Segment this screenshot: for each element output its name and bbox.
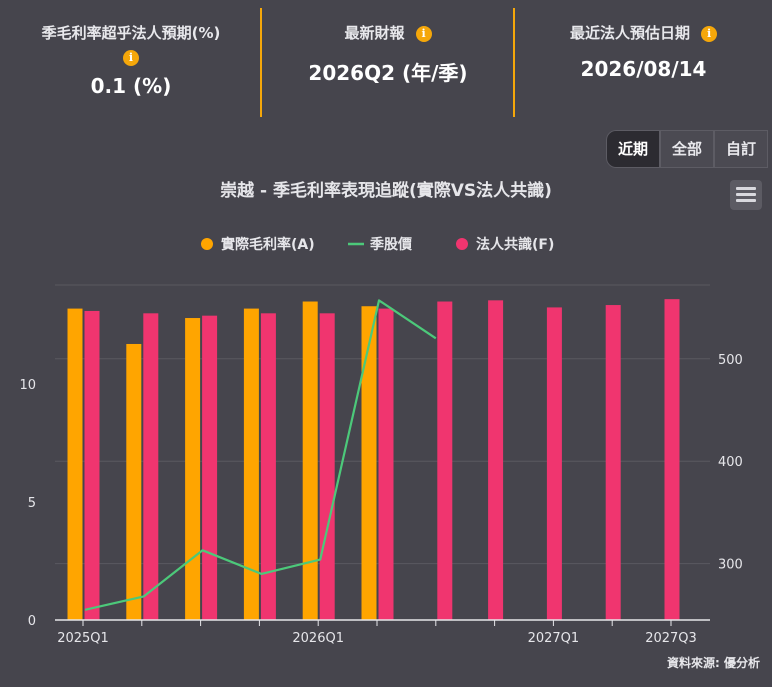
hamburger-icon-bar: [736, 193, 756, 196]
x-tick-label: 2026Q1: [292, 631, 344, 646]
legend-label: 季股價: [369, 236, 413, 253]
hamburger-icon-bar: [736, 199, 756, 202]
stat-estimate-date: 最近法人預估日期 i 2026/08/14: [515, 0, 772, 118]
line-quarterly-price: [84, 299, 437, 611]
stat-gross-margin-surprise-label: 季毛利率超乎法人預期(%): [41, 24, 221, 42]
info-icon[interactable]: i: [701, 26, 718, 42]
bar-forecast-gross-margin: [488, 300, 504, 620]
bar-actual-gross-margin: [126, 343, 142, 620]
stat-latest-report-value: 2026Q2 (年/季): [308, 61, 468, 85]
legend-label: 實際毛利率(A): [221, 236, 315, 253]
bar-actual-gross-margin: [361, 306, 377, 620]
info-icon[interactable]: i: [123, 50, 139, 66]
bar-forecast-gross-margin: [84, 310, 100, 620]
y-right-tick-label: 400: [718, 455, 743, 470]
stat-gross-margin-surprise: 季毛利率超乎法人預期(%) i 0.1 (%): [0, 0, 262, 118]
stat-latest-report: 最新財報 i 2026Q2 (年/季): [262, 0, 514, 118]
stat-divider: [513, 8, 515, 117]
info-icon[interactable]: i: [415, 26, 432, 42]
y-right-tick-label: 300: [718, 558, 743, 573]
stat-divider: [260, 8, 262, 117]
bar-forecast-gross-margin: [437, 301, 453, 620]
x-tick-label: 2027Q1: [528, 631, 580, 646]
bar-actual-gross-margin: [67, 308, 83, 620]
legend-label: 法人共識(F): [476, 236, 554, 253]
bar-forecast-gross-margin: [664, 299, 680, 620]
bar-forecast-gross-margin: [202, 315, 218, 620]
x-tick-label: 2025Q1: [57, 631, 109, 646]
y-right-tick-label: 500: [718, 353, 743, 368]
stat-latest-report-label: 最新財報: [344, 24, 405, 42]
bar-forecast-gross-margin: [319, 313, 335, 620]
bar-forecast-gross-margin: [378, 308, 394, 620]
chart-menu-button[interactable]: [730, 180, 762, 210]
legend-marker: [456, 238, 468, 250]
stats-panel: 季毛利率超乎法人預期(%) i 0.1 (%) 最新財報 i 2026Q2 (年…: [0, 0, 772, 118]
range-button-recent[interactable]: 近期: [606, 130, 660, 168]
bar-forecast-gross-margin: [546, 307, 562, 620]
bar-forecast-gross-margin: [260, 313, 276, 620]
y-left-tick-label: 10: [19, 378, 36, 393]
range-button-group: 近期 全部 自訂: [606, 130, 772, 168]
stat-gross-margin-surprise-value: 0.1 (%): [90, 74, 172, 98]
bar-actual-gross-margin: [185, 318, 201, 620]
data-source: 資料來源: 優分析: [667, 656, 760, 670]
range-button-all[interactable]: 全部: [660, 130, 714, 168]
y-left-tick-label: 0: [28, 614, 36, 629]
y-left-tick-label: 5: [28, 496, 36, 511]
hamburger-icon-bar: [736, 187, 756, 190]
chart-title: 崇越 - 季毛利率表現追蹤(實際VS法人共識): [220, 181, 552, 201]
bar-forecast-gross-margin: [143, 313, 159, 620]
bar-actual-gross-margin: [243, 308, 259, 620]
legend-marker: [201, 238, 213, 250]
stat-estimate-date-label: 最近法人預估日期: [569, 24, 690, 42]
x-tick-label: 2027Q3: [645, 631, 697, 646]
range-button-custom[interactable]: 自訂: [714, 130, 768, 168]
bar-forecast-gross-margin: [605, 305, 621, 620]
stat-estimate-date-value: 2026/08/14: [580, 57, 707, 81]
bar-actual-gross-margin: [302, 301, 318, 620]
